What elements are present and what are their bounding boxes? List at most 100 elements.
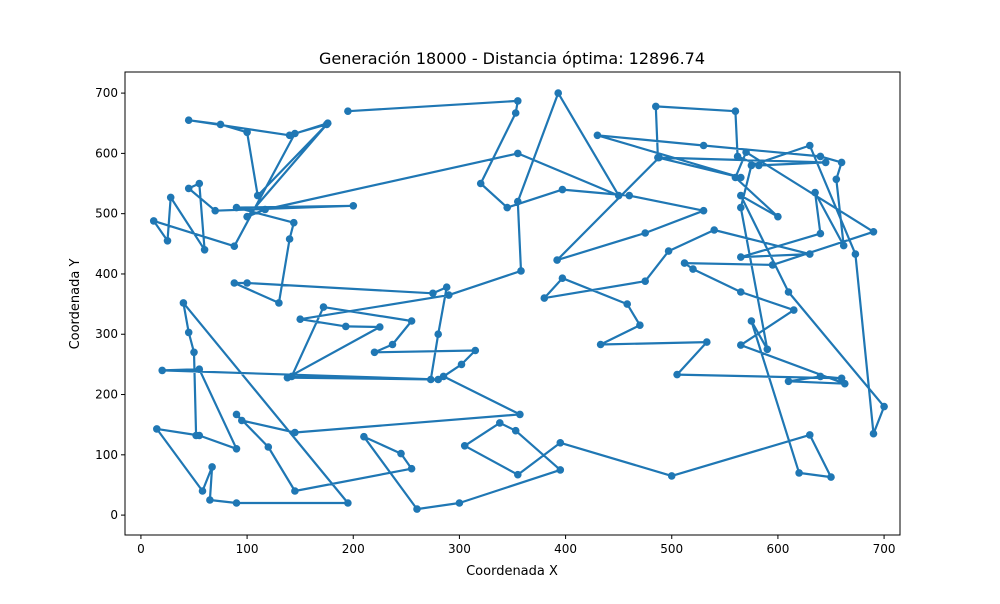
city-point (514, 149, 522, 158)
city-point (768, 261, 777, 269)
city-point (413, 505, 421, 513)
city-point (445, 291, 453, 299)
city-point (623, 300, 631, 308)
city-point (275, 299, 283, 307)
city-point (496, 419, 504, 427)
city-point (184, 328, 193, 337)
city-point (349, 202, 358, 210)
city-point (737, 173, 745, 182)
x-tick-label: 400 (554, 542, 577, 556)
city-point (774, 212, 782, 221)
city-point (841, 379, 849, 388)
city-point (238, 416, 246, 425)
city-point (232, 203, 241, 212)
city-point (699, 141, 708, 150)
city-point (689, 265, 697, 273)
city-point (370, 348, 379, 357)
city-point (816, 152, 825, 161)
city-point (388, 340, 397, 349)
city-point (149, 217, 158, 225)
city-point (556, 466, 565, 474)
x-tick-label: 0 (137, 542, 145, 556)
city-point (192, 431, 200, 440)
city-point (184, 116, 193, 124)
city-point (832, 175, 841, 184)
city-point (230, 279, 239, 287)
city-point (516, 410, 524, 419)
city-point (851, 250, 860, 258)
city-point (816, 372, 825, 381)
city-point (641, 277, 649, 286)
city-point (556, 439, 565, 447)
y-axis-label: Coordenada Y (68, 259, 83, 350)
city-point (264, 443, 273, 451)
city-point (442, 283, 451, 292)
city-point (784, 288, 793, 296)
y-tick-label: 300 (95, 327, 118, 341)
city-point (737, 288, 745, 296)
city-point (179, 299, 188, 307)
x-tick-label: 200 (342, 542, 365, 556)
city-point (195, 365, 204, 374)
city-point (554, 89, 562, 97)
x-tick-label: 600 (766, 542, 789, 556)
city-point (742, 148, 750, 156)
city-point (511, 109, 520, 117)
city-point (429, 289, 437, 298)
city-point (636, 321, 644, 330)
city-point (699, 206, 708, 215)
city-point (811, 188, 819, 197)
city-point (243, 279, 251, 287)
city-point (163, 237, 172, 245)
city-point (344, 107, 352, 115)
city-point (290, 218, 298, 227)
x-tick-label: 700 (873, 542, 896, 556)
city-point (232, 445, 241, 453)
city-point (821, 158, 830, 167)
city-point (540, 294, 549, 302)
city-point (153, 425, 161, 433)
city-point (243, 128, 251, 137)
city-point (190, 348, 198, 357)
city-point (460, 442, 469, 450)
city-point (703, 338, 711, 346)
city-point (514, 470, 522, 479)
city-point (517, 267, 525, 275)
city-point (344, 499, 352, 507)
city-point (397, 449, 405, 458)
y-tick-label: 0 (110, 508, 118, 522)
x-axis-label: Coordenada X (466, 564, 558, 579)
city-point (839, 241, 848, 250)
city-point (376, 323, 384, 331)
city-point (654, 153, 662, 162)
city-point (664, 247, 673, 255)
x-tick-label: 300 (448, 542, 471, 556)
city-point (747, 161, 756, 170)
city-point (211, 206, 219, 215)
y-tick-label: 600 (95, 146, 118, 160)
city-point (593, 131, 602, 140)
city-point (625, 191, 634, 200)
city-point (200, 246, 209, 254)
city-point (827, 473, 835, 481)
x-tick-label: 500 (660, 542, 683, 556)
y-tick-label: 400 (95, 267, 118, 281)
city-point (869, 228, 878, 236)
axis-ticks: 0 100 200 300 400 500 600 700 0 100 200 300 400 500 60… (95, 86, 895, 556)
city-point (737, 191, 745, 200)
city-point (291, 487, 299, 495)
city-point (206, 496, 214, 504)
city-point (407, 317, 416, 325)
y-tick-label: 100 (95, 448, 118, 462)
city-point (253, 191, 262, 200)
city-point (324, 119, 332, 127)
city-point (816, 229, 825, 238)
city-point (230, 242, 239, 250)
city-point (806, 431, 814, 439)
city-point (680, 259, 689, 267)
city-point (737, 341, 745, 349)
city-point (514, 97, 522, 105)
city-points (149, 89, 888, 513)
city-point (283, 373, 292, 382)
